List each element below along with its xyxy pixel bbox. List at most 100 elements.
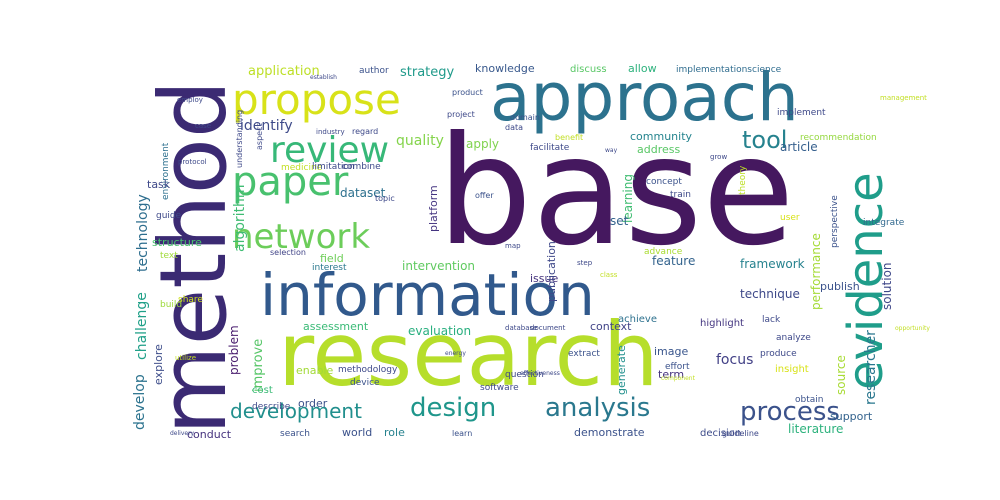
word-user: user [780, 213, 800, 223]
word-extract: extract [568, 349, 600, 359]
word-question: question [505, 370, 544, 380]
word-map: map [505, 242, 521, 250]
word-literature: literature [788, 422, 843, 436]
word-analyze: analyze [776, 333, 811, 343]
word-publication: publication [545, 241, 558, 302]
word-search: search [280, 429, 310, 439]
word-paper: paper [232, 159, 349, 205]
word-case: case [195, 122, 211, 130]
word-design: design [410, 393, 496, 423]
word-medicine: medicine [281, 163, 323, 173]
word-establish: establish [310, 74, 337, 81]
word-interest: interest [312, 263, 347, 273]
word-theory: theory [738, 165, 748, 195]
word-propose: propose [232, 75, 401, 124]
word-perspective: perspective [830, 195, 840, 248]
word-strategy: strategy [400, 65, 455, 80]
word-lack: lack [762, 315, 781, 325]
word-solution: solution [880, 262, 894, 310]
word-utilize: utilize [175, 354, 196, 362]
word-application: application [248, 64, 320, 79]
word-approach: approach [490, 59, 799, 136]
word-achieve: achieve [618, 314, 657, 325]
word-develop: develop [132, 374, 148, 430]
word-advance: advance [644, 247, 683, 257]
word-document: document [530, 324, 566, 332]
word-identify: identify [240, 118, 293, 134]
word-intervention: intervention [402, 259, 475, 273]
word-image: image [654, 345, 688, 358]
word-enable: enable [296, 364, 334, 377]
word-offer: offer [475, 191, 494, 200]
word-feature: feature [652, 254, 695, 268]
word-structure: structure [152, 236, 202, 249]
word-term: term [658, 368, 684, 381]
word-algorithm: algorithm [232, 184, 248, 252]
word-learning: learning [621, 174, 635, 223]
word-challenge: challenge [134, 292, 150, 360]
word-effectiveness: effectiveness [520, 370, 560, 377]
word-regard: regard [352, 127, 378, 136]
word-issue: issue [530, 272, 558, 285]
word-evidence: evidence [838, 172, 894, 390]
word-describe: describe [252, 402, 291, 412]
word-focus: focus [716, 352, 753, 368]
word-researcher: researcher [863, 330, 879, 405]
word-device: device [350, 378, 380, 388]
word-quality: quality [396, 133, 444, 149]
word-apply: apply [466, 137, 499, 151]
word-allow: allow [628, 62, 657, 75]
word-effort: effort [665, 362, 690, 372]
word-development: development [230, 399, 362, 423]
word-selection: selection [270, 248, 306, 257]
word-limitation: limitation [312, 162, 355, 172]
word-data: data [505, 123, 523, 132]
word-world: world [342, 426, 372, 439]
word-analysis: analysis [545, 393, 650, 423]
word-protocol: protocol [178, 158, 207, 166]
word-delivery: delivery [170, 430, 195, 437]
word-information: information [260, 261, 595, 329]
word-obtain: obtain [795, 395, 823, 405]
word-generate: generate [615, 345, 628, 395]
word-method: method [140, 80, 247, 435]
word-concept: concept [646, 177, 682, 187]
word-improve: improve [251, 339, 266, 392]
word-publish: publish [820, 280, 860, 293]
word-learn: learn [452, 429, 472, 438]
word-conduct: conduct [187, 428, 232, 441]
word-decision: decision [700, 428, 741, 439]
word-performance: performance [809, 233, 823, 310]
word-management: management [880, 94, 927, 102]
word-review: review [270, 130, 389, 171]
word-set: set [610, 214, 629, 228]
word-order: order [298, 397, 328, 410]
word-role: role [384, 426, 405, 439]
word-database: database [505, 324, 537, 332]
word-grow: grow [710, 153, 727, 161]
word-field: field [320, 252, 344, 265]
word-problem: problem [227, 325, 241, 375]
word-recommendation: recommendation [800, 133, 877, 143]
word-software: software [480, 383, 519, 393]
word-text: text [160, 251, 178, 261]
word-insight: insight [775, 364, 809, 375]
word-class: class [600, 271, 618, 279]
word-tool: tool [742, 126, 787, 154]
word-produce: produce [760, 349, 797, 359]
word-implement: implement [777, 108, 826, 118]
word-share: share [178, 295, 203, 305]
word-research: research [278, 303, 659, 406]
word-discuss: discuss [570, 64, 607, 75]
word-explore: explore [152, 344, 165, 385]
word-industry: industry [316, 128, 345, 136]
word-highlight: highlight [700, 318, 744, 329]
word-source: source [834, 355, 848, 395]
word-integrate: integrate [863, 218, 905, 228]
word-benefit: benefit [555, 133, 583, 142]
word-project: project [447, 110, 475, 119]
word-evaluation: evaluation [408, 324, 471, 338]
word-assessment: assessment [303, 320, 369, 333]
word-support: support [830, 410, 873, 423]
